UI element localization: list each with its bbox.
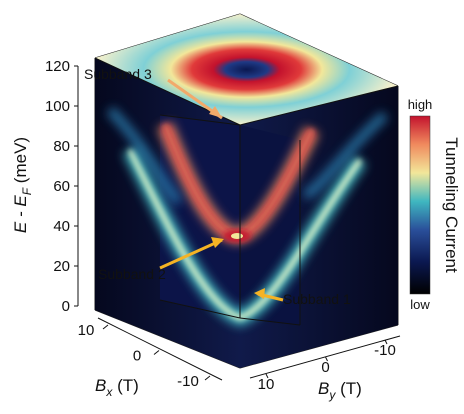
- energy-axis: 0 20 40 60 80 100 120 E - EF (meV): [11, 58, 79, 315]
- energy-tick-40-label: 40: [53, 218, 70, 235]
- colorbar-high-label: high: [408, 97, 433, 112]
- energy-tick-60-label: 60: [53, 178, 70, 195]
- energy-ticks: 0 20 40 60 80 100 120: [45, 58, 78, 315]
- by-ticks: 10 0 -10: [258, 339, 396, 393]
- annotations: Subband 3 Subband 2 Subband 1: [84, 66, 351, 307]
- colorbar: high low Tunneling Current: [408, 97, 461, 312]
- by-tick--10-label: -10: [374, 342, 396, 359]
- energy-tick-20-label: 20: [53, 258, 70, 275]
- annotation-subband-1: Subband 1: [254, 288, 351, 307]
- energy-tick-100-label: 100: [45, 98, 70, 115]
- annotation-subband-3: Subband 3: [84, 66, 223, 120]
- by-axis-label-main: B: [318, 379, 329, 398]
- band-curves: [106, 106, 389, 327]
- energy-axis-label-main: E - E: [11, 195, 30, 233]
- by-tick-0-label: 0: [321, 359, 329, 376]
- bx-axis-label-unit: (T): [112, 376, 138, 395]
- annotation-subband-3-label: Subband 3: [84, 66, 152, 82]
- annotation-subband-2-label: Subband 2: [98, 266, 166, 282]
- by-tick-0-mark: [325, 356, 328, 362]
- annotation-subband-2-arrow: [159, 238, 223, 270]
- energy-tick-80-label: 80: [53, 138, 70, 155]
- bx-axis-label: Bx (T): [95, 376, 139, 399]
- bx-axis-label-main: B: [95, 376, 106, 395]
- by-tick-10-mark: [265, 373, 269, 379]
- bx-ticks: 10 0 -10: [78, 322, 211, 390]
- bx-tick--10-label: -10: [177, 373, 199, 390]
- bx-tick-0-mark: [153, 350, 160, 355]
- colorbar-gradient: [409, 115, 431, 295]
- top-face-heatmap: [95, 14, 398, 125]
- energy-axis-label-sub: F: [20, 187, 34, 195]
- annotation-subband-2: Subband 2: [98, 237, 224, 282]
- bx-tick-10-mark: [102, 324, 109, 330]
- bx-axis: 10 0 -10 Bx (T): [78, 317, 223, 399]
- bx-tick-0-label: 0: [133, 348, 141, 365]
- by-tick--10-mark: [384, 339, 388, 345]
- annotation-subband-1-arrowhead: [254, 288, 265, 299]
- by-axis-label-sub: y: [328, 388, 336, 402]
- cube-frame-front: [94, 57, 399, 326]
- by-tick-10-label: 10: [258, 376, 275, 393]
- bx-tick--10-mark: [204, 375, 211, 381]
- annotation-subband-2-arrowhead: [211, 237, 224, 248]
- colorbar-title: Tunneling Current: [442, 137, 461, 273]
- by-axis-label: By (T): [318, 379, 362, 402]
- energy-tick-120-label: 120: [45, 58, 70, 75]
- annotation-subband-3-arrowhead: [209, 106, 222, 118]
- energy-axis-label-unit: (meV): [11, 137, 30, 188]
- energy-axis-label: E - EF (meV): [11, 137, 34, 233]
- bx-axis-label-sub: x: [105, 385, 113, 399]
- colorbar-low-label: low: [410, 297, 430, 312]
- by-axis-label-unit: (T): [335, 379, 361, 398]
- annotation-subband-1-label: Subband 1: [283, 291, 351, 307]
- energy-tick-0-label: 0: [62, 298, 70, 315]
- bx-tick-10-label: 10: [78, 322, 95, 339]
- by-axis: 10 0 -10 By (T): [249, 335, 401, 402]
